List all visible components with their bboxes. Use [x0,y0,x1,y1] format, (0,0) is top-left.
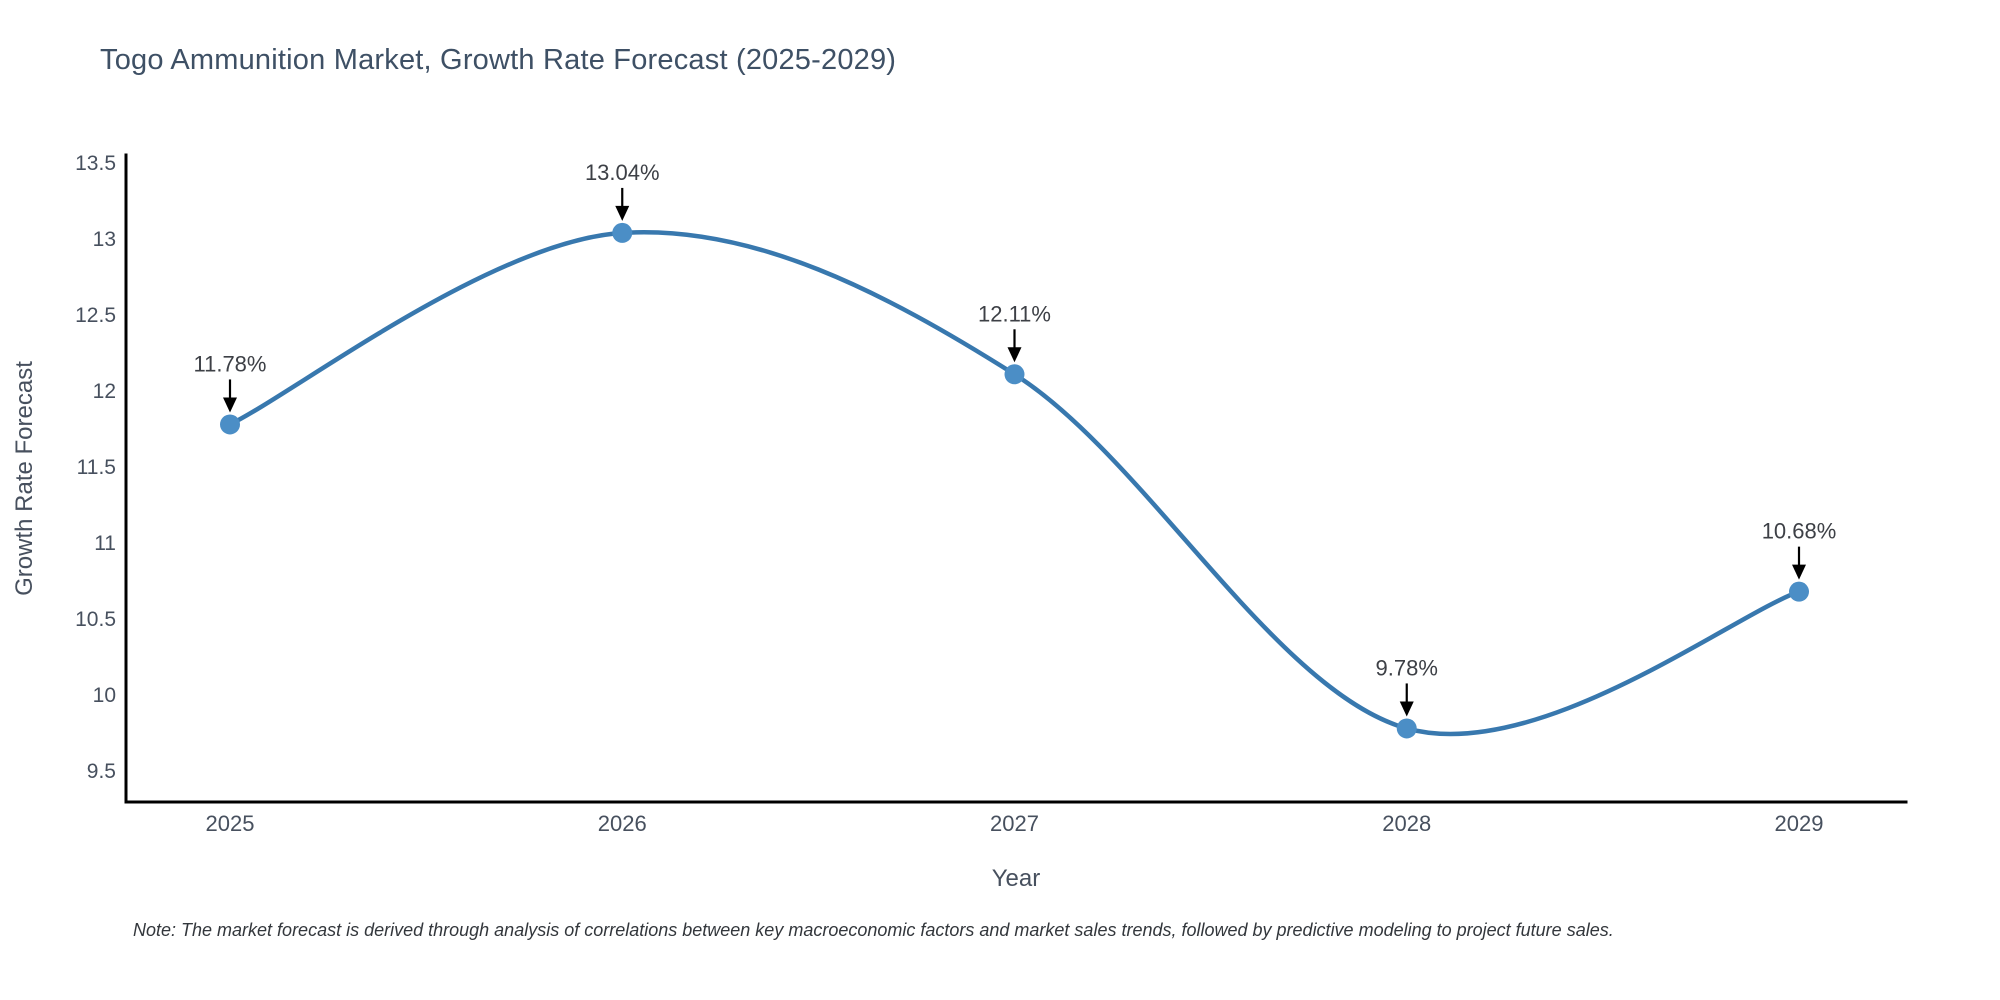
x-tick-label: 2026 [598,811,647,836]
annotation-arrowhead-icon [1399,701,1414,717]
data-point-marker [220,414,240,435]
annotation-label: 13.04% [585,160,660,185]
y-tick-label: 11 [94,532,116,555]
y-tick-label: 9.5 [87,760,116,783]
y-tick-label: 13 [93,228,116,251]
data-point-annotation: 9.78% [1376,655,1438,717]
x-axis-label: Year [992,865,1041,892]
annotation-label: 11.78% [194,351,267,376]
y-tick-label: 10 [93,684,116,707]
annotation-arrowhead-icon [1792,564,1806,580]
y-tick-label: 12.5 [75,304,116,327]
y-tick-label: 10.5 [75,608,116,631]
y-axis-label: Growth Rate Forecast [11,361,38,596]
data-point-marker [1789,581,1809,602]
y-tick-label: 12 [93,380,116,403]
data-point-annotation: 11.78% [194,351,267,413]
axes-spines [124,153,1908,804]
x-tick-label: 2025 [206,811,255,836]
data-point-annotations: 11.78% 13.04% 12.11% 9.78% 10.68% [194,160,1837,717]
annotation-arrowhead-icon [223,397,237,413]
y-tick-label: 11.5 [77,456,116,479]
annotation-label: 10.68% [1762,519,1837,544]
x-tick-label: 2028 [1382,811,1431,836]
data-point-markers [220,222,1809,739]
y-tick-label: 13.5 [75,152,116,175]
chart-title: Togo Ammunition Market, Growth Rate Fore… [100,44,897,76]
y-axis-tick-labels: 9.5 10 10.5 11 11.5 12 12.5 13 13.5 [75,152,116,783]
axis-spine [124,153,1908,804]
data-point-annotation: 12.11% [978,301,1051,363]
data-point-marker [1396,718,1417,739]
x-tick-label: 2029 [1775,811,1824,836]
footnote: Note: The market forecast is derived thr… [133,920,1614,940]
x-axis-tick-labels: 2025 2026 2027 2028 2029 [206,811,1824,836]
data-point-annotation: 10.68% [1762,519,1837,580]
data-point-annotation: 13.04% [585,160,660,221]
series-line [227,229,1802,737]
data-point-marker [612,222,633,243]
data-point-marker [1004,364,1025,385]
x-tick-label: 2027 [990,811,1039,836]
annotation-label: 12.11% [978,301,1051,326]
annotation-label: 9.78% [1376,655,1438,680]
annotation-arrowhead-icon [1007,347,1022,363]
annotation-arrowhead-icon [615,205,630,221]
